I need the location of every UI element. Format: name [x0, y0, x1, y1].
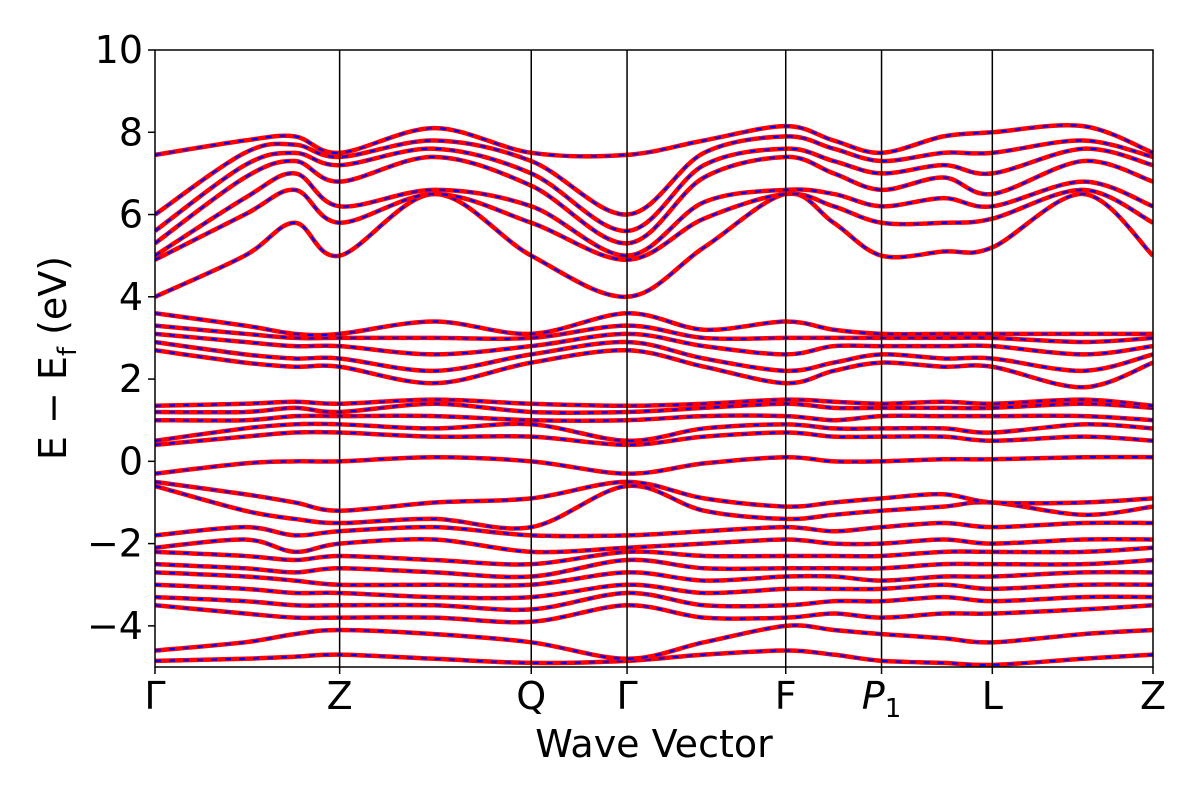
band-line-dashed [155, 340, 1153, 372]
band-line-solid [155, 603, 1153, 625]
y-axis-title-sub: f [53, 346, 83, 356]
y-tick-label: −4 [87, 604, 143, 648]
x-axis: Γ Z Q Γ F P1 L Z [144, 667, 1166, 724]
y-tick-label: 2 [119, 357, 143, 401]
band-line-dashed [155, 546, 1153, 566]
y-axis: −4 −2 0 2 4 6 8 10 [87, 28, 155, 648]
high-symmetry-lines [338, 50, 994, 667]
band-line-solid [155, 479, 1153, 513]
x-tick-label: Γ [616, 674, 637, 718]
y-axis-title-unit: (eV) [31, 256, 75, 347]
band-line-dashed [155, 538, 1153, 554]
plot-frame [154, 49, 1154, 668]
x-tick-label: Q [516, 674, 546, 718]
y-tick-label: 4 [119, 275, 143, 319]
x-tick-label: Z [1140, 674, 1166, 718]
band-line-solid [155, 520, 1153, 539]
band-line-dashed [155, 521, 1153, 538]
band-line-dashed [155, 332, 1153, 356]
band-line-solid [155, 569, 1153, 588]
band-line-dashed [155, 570, 1153, 587]
band-line-solid [155, 397, 1153, 409]
x-tick-label: P1 [862, 674, 901, 724]
band-line-dashed [155, 430, 1153, 446]
x-axis-title: Wave Vector [535, 722, 773, 766]
band-line-dashed [155, 604, 1153, 624]
y-axis-title-main: E − E [31, 356, 75, 460]
band-line-dashed [155, 455, 1153, 475]
band-line-dashed [155, 192, 1153, 298]
band-line-dashed [155, 349, 1153, 389]
x-tick-label: L [982, 674, 1003, 718]
band-line-solid [155, 454, 1153, 476]
band-line-dashed [155, 480, 1153, 512]
x-tick-label: F [775, 674, 797, 718]
band-line-dashed [155, 591, 1153, 611]
band-line-dashed [155, 147, 1153, 233]
x-tick-label: Z [327, 674, 353, 718]
band-line-dashed [155, 155, 1153, 245]
band-line-dashed [155, 172, 1153, 257]
y-tick-label: 10 [95, 28, 143, 72]
y-axis-title: E − Ef (eV) [31, 256, 83, 460]
band-line-dashed [155, 624, 1153, 660]
band-line-solid [155, 348, 1153, 390]
band-line-dashed [155, 312, 1153, 337]
y-tick-label: 6 [119, 193, 143, 237]
band-line-dashed [155, 324, 1153, 344]
y-tick-label: 8 [119, 110, 143, 154]
band-line-dashed [155, 188, 1153, 261]
band-line-dashed [155, 583, 1153, 600]
y-tick-label: 0 [119, 439, 143, 483]
band-line-dashed [155, 124, 1153, 158]
band-line-dashed [155, 402, 1153, 414]
band-line-solid [155, 413, 1153, 423]
x-tick-label: Γ [144, 674, 165, 718]
band-lines [155, 123, 1153, 667]
band-line-dashed [155, 649, 1153, 667]
band-line-dashed [155, 558, 1153, 579]
y-tick-label: −2 [87, 522, 143, 566]
band-line-dashed [155, 422, 1153, 442]
band-line-dashed [155, 135, 1153, 216]
